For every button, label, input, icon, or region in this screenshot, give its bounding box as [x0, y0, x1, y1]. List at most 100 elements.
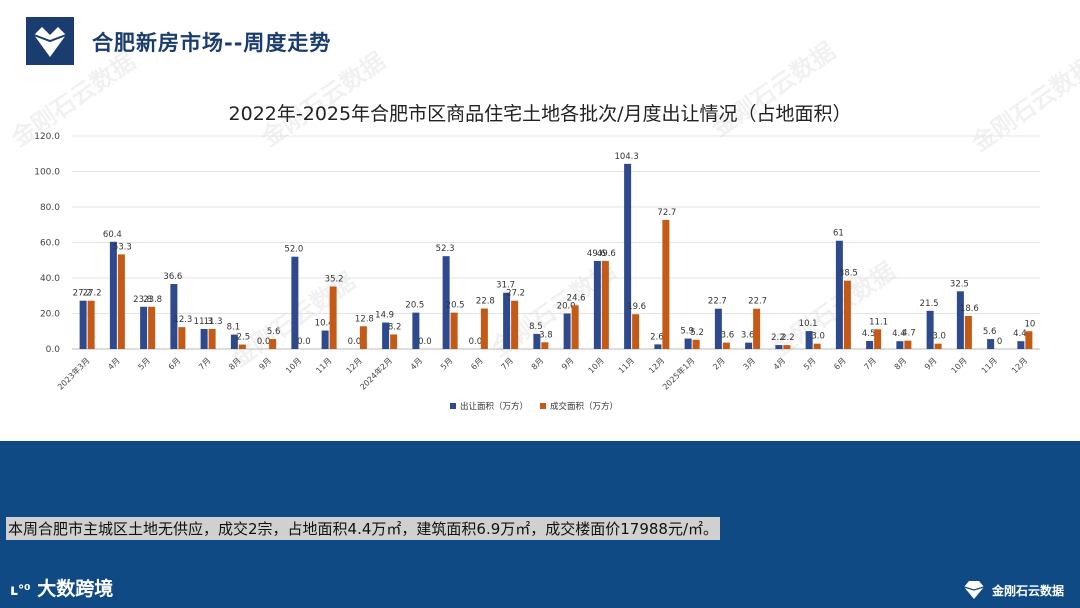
- bar-supply: [805, 331, 813, 349]
- data-label: 5.9: [680, 327, 694, 337]
- company-logo: [26, 17, 74, 65]
- bar-deal: [329, 286, 337, 349]
- x-tick-label: 4月: [106, 356, 122, 372]
- data-label: 49.6: [587, 249, 606, 259]
- bar-supply: [412, 312, 420, 349]
- data-label: 18.6: [960, 304, 979, 314]
- data-label: 20.5: [405, 301, 424, 311]
- x-tick-label: 10月: [950, 356, 969, 375]
- bar-deal: [148, 306, 156, 349]
- y-tick-label: 40.0: [40, 274, 60, 284]
- data-label: 60.4: [103, 230, 122, 240]
- data-label: 23.8: [133, 295, 152, 305]
- data-label: 31.7: [496, 281, 515, 291]
- data-label: 12.3: [173, 315, 192, 325]
- bar-deal: [390, 334, 398, 349]
- data-label: 49.6: [597, 249, 616, 259]
- data-label: 61: [833, 229, 844, 239]
- data-label: 2.5: [237, 333, 251, 343]
- data-label: 22.7: [708, 297, 727, 307]
- bar-deal: [541, 342, 549, 349]
- bar-supply: [442, 256, 450, 349]
- x-tick-label: 2025年1月: [660, 355, 696, 391]
- x-tick-label: 9月: [923, 356, 939, 372]
- data-label: 0.0: [418, 337, 432, 347]
- bar-supply: [714, 308, 722, 349]
- bar-supply: [956, 291, 964, 349]
- bar-deal: [753, 308, 761, 349]
- x-tick-label: 7月: [197, 356, 213, 372]
- left-brand: ʟᐤ⁰ 大数跨境: [10, 574, 113, 601]
- x-tick-label: 7月: [862, 356, 878, 372]
- data-label: 0.0: [257, 337, 271, 347]
- bar-supply: [835, 240, 843, 349]
- bar-deal: [571, 305, 579, 349]
- page-title: 合肥新房市场--周度走势: [92, 31, 332, 55]
- bar-deal: [601, 260, 609, 349]
- data-label: 27.2: [506, 289, 525, 299]
- y-tick-label: 0.0: [46, 345, 61, 355]
- data-label: 3.0: [811, 332, 825, 342]
- bar-deal: [783, 345, 791, 349]
- x-tick-label: 2024年2月: [358, 355, 394, 391]
- data-label: 52.3: [436, 244, 455, 254]
- bar-deal: [117, 254, 125, 349]
- x-tick-label: 12月: [345, 356, 364, 375]
- data-label: 27.2: [83, 289, 102, 299]
- bar-supply: [291, 256, 299, 349]
- data-label: 19.6: [627, 302, 646, 312]
- bar-chart: 0.020.040.060.080.0100.0120.027.227.2202…: [34, 132, 1040, 412]
- x-tick-label: 9月: [560, 356, 576, 372]
- y-tick-label: 20.0: [40, 310, 60, 320]
- bar-deal: [904, 340, 912, 349]
- bar-supply: [987, 339, 995, 349]
- x-tick-label: 6月: [167, 356, 183, 372]
- bar-deal: [359, 326, 367, 349]
- data-label: 20.5: [446, 301, 465, 311]
- x-tick-label: 9月: [257, 356, 273, 372]
- data-label: 3.6: [721, 331, 735, 341]
- bar-supply: [170, 284, 178, 349]
- data-label: 12.8: [355, 314, 374, 324]
- y-tick-label: 60.0: [40, 239, 60, 249]
- bar-supply: [684, 338, 692, 349]
- data-label: 5.6: [983, 327, 997, 337]
- data-label: 0: [997, 337, 1002, 347]
- bar-deal: [692, 339, 700, 349]
- data-label: 3.0: [932, 332, 946, 342]
- bar-deal: [662, 219, 670, 349]
- brand-diamond-icon: [962, 578, 986, 602]
- bar-supply: [654, 344, 662, 349]
- x-tick-label: 3月: [741, 356, 757, 372]
- x-tick-label: 8月: [530, 356, 546, 372]
- x-tick-label: 8月: [893, 356, 909, 372]
- bar-deal: [722, 342, 730, 349]
- data-label: 10: [1024, 319, 1035, 329]
- bar-supply: [200, 328, 208, 349]
- data-label: 0.0: [469, 337, 483, 347]
- data-label: 4.4: [1013, 329, 1027, 339]
- legend-swatch: [450, 403, 456, 409]
- data-label: 2.6: [650, 332, 664, 342]
- x-tick-label: 12月: [1010, 356, 1029, 375]
- bar-supply: [624, 163, 632, 349]
- left-brand-text: 大数跨境: [37, 578, 114, 600]
- bar-deal: [843, 280, 851, 349]
- data-label: 5.6: [267, 327, 281, 337]
- data-label: 8.1: [227, 323, 241, 333]
- bar-deal: [178, 327, 186, 349]
- x-tick-label: 10月: [587, 356, 606, 375]
- x-tick-label: 5月: [802, 356, 818, 372]
- x-tick-label: 6月: [469, 356, 485, 372]
- x-tick-label: 5月: [136, 356, 152, 372]
- bar-supply: [775, 345, 783, 349]
- bar-deal: [1025, 331, 1033, 349]
- legend-swatch: [540, 403, 546, 409]
- y-tick-label: 80.0: [40, 203, 60, 213]
- data-label: 52.0: [284, 245, 303, 255]
- bar-supply: [745, 342, 753, 349]
- x-tick-label: 11月: [980, 356, 999, 375]
- data-label: 5.2: [690, 328, 704, 338]
- data-label: 3.8: [539, 330, 553, 340]
- data-label: 22.8: [476, 297, 495, 307]
